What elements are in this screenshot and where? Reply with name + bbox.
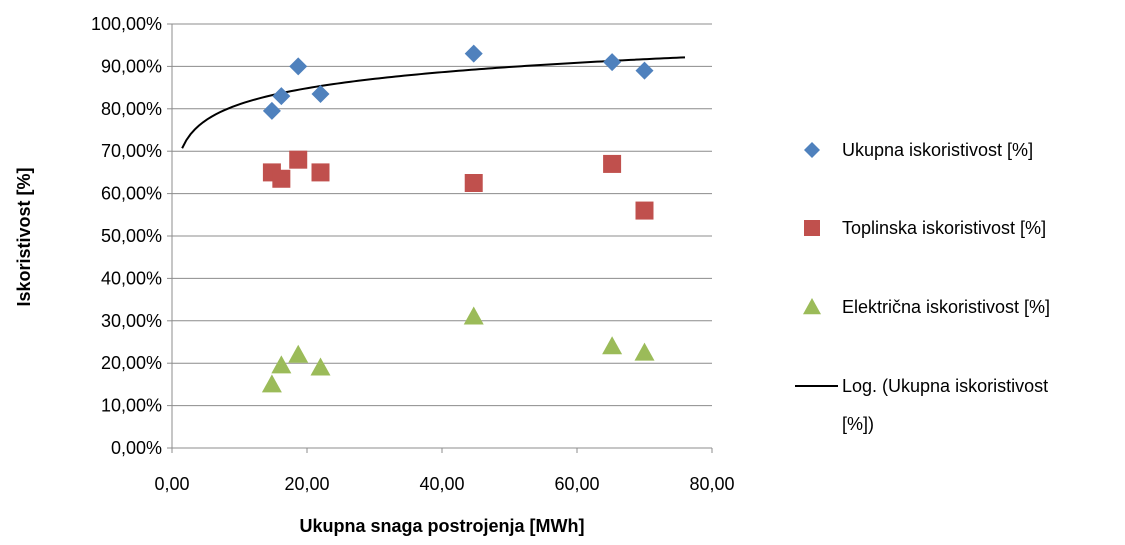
y-tick-label: 70,00% (101, 141, 162, 161)
y-tick-label: 60,00% (101, 184, 162, 204)
data-point-diamond (464, 44, 483, 63)
trendline-layer (181, 56, 686, 149)
legend-marker-triangle (803, 298, 821, 315)
x-tick-label: 20,00 (284, 474, 329, 494)
data-point-triangle (602, 336, 623, 355)
y-tick-label: 100,00% (91, 14, 162, 34)
x-tick-label: 0,00 (154, 474, 189, 494)
y-tick-label: 40,00% (101, 268, 162, 288)
legend-label-ukupna: Ukupna iskoristivost [%] (842, 140, 1033, 160)
tick-labels: 0,00% 10,00% 20,00% 30,00% 40,00% 50,00% 60,00… (91, 14, 735, 494)
y-tick-label: 80,00% (101, 99, 162, 119)
data-point-triangle (463, 306, 484, 325)
y-tick-label: 0,00% (111, 438, 162, 458)
data-point-square (635, 201, 654, 220)
legend-label-toplinska: Toplinska iskoristivost [%] (842, 218, 1046, 238)
legend-label-elektricna: Električna iskoristivost [%] (842, 297, 1050, 317)
data-point-square (272, 169, 291, 188)
x-tick-label: 40,00 (419, 474, 464, 494)
x-tick-label: 80,00 (689, 474, 734, 494)
data-point-square (603, 154, 622, 173)
data-point-triangle (310, 357, 331, 376)
legend-item-ukupna: Ukupna iskoristivost [%] (804, 140, 1033, 160)
legend-item-elektricna: Električna iskoristivost [%] (803, 297, 1050, 317)
grid-lines (172, 23, 712, 407)
data-point-triangle (288, 344, 309, 363)
data-point-triangle (271, 355, 292, 374)
y-tick-label: 20,00% (101, 353, 162, 373)
y-tick-label: 90,00% (101, 56, 162, 76)
data-point-square (311, 163, 330, 182)
legend-label-trendline-line2: [%]) (842, 414, 874, 434)
data-point-diamond (262, 101, 281, 120)
legend-item-toplinska: Toplinska iskoristivost [%] (804, 218, 1046, 238)
legend: Ukupna iskoristivost [%] Toplinska iskor… (795, 140, 1050, 434)
y-tick-label: 50,00% (101, 226, 162, 246)
data-point-square (464, 174, 483, 192)
data-points (261, 44, 655, 393)
data-point-triangle (634, 342, 655, 361)
data-point-diamond (289, 57, 308, 76)
legend-item-trendline: Log. (Ukupna iskoristivost [%]) (795, 376, 1048, 434)
data-point-diamond (272, 87, 291, 106)
trendline-ukupna (181, 56, 686, 149)
legend-label-trendline-line1: Log. (Ukupna iskoristivost (842, 376, 1048, 396)
legend-marker-diamond (804, 142, 820, 158)
x-axis-title: Ukupna snaga postrojenja [MWh] (299, 516, 584, 536)
axes (167, 23, 713, 453)
data-point-diamond (603, 53, 622, 72)
y-tick-label: 10,00% (101, 396, 162, 416)
data-point-triangle (261, 374, 282, 393)
legend-marker-square (804, 220, 820, 236)
y-axis-title: Iskoristivost [%] (14, 167, 34, 306)
data-point-diamond (635, 61, 654, 80)
x-tick-label: 60,00 (554, 474, 599, 494)
y-tick-label: 30,00% (101, 311, 162, 331)
data-point-diamond (311, 84, 330, 103)
data-point-square (289, 150, 308, 169)
